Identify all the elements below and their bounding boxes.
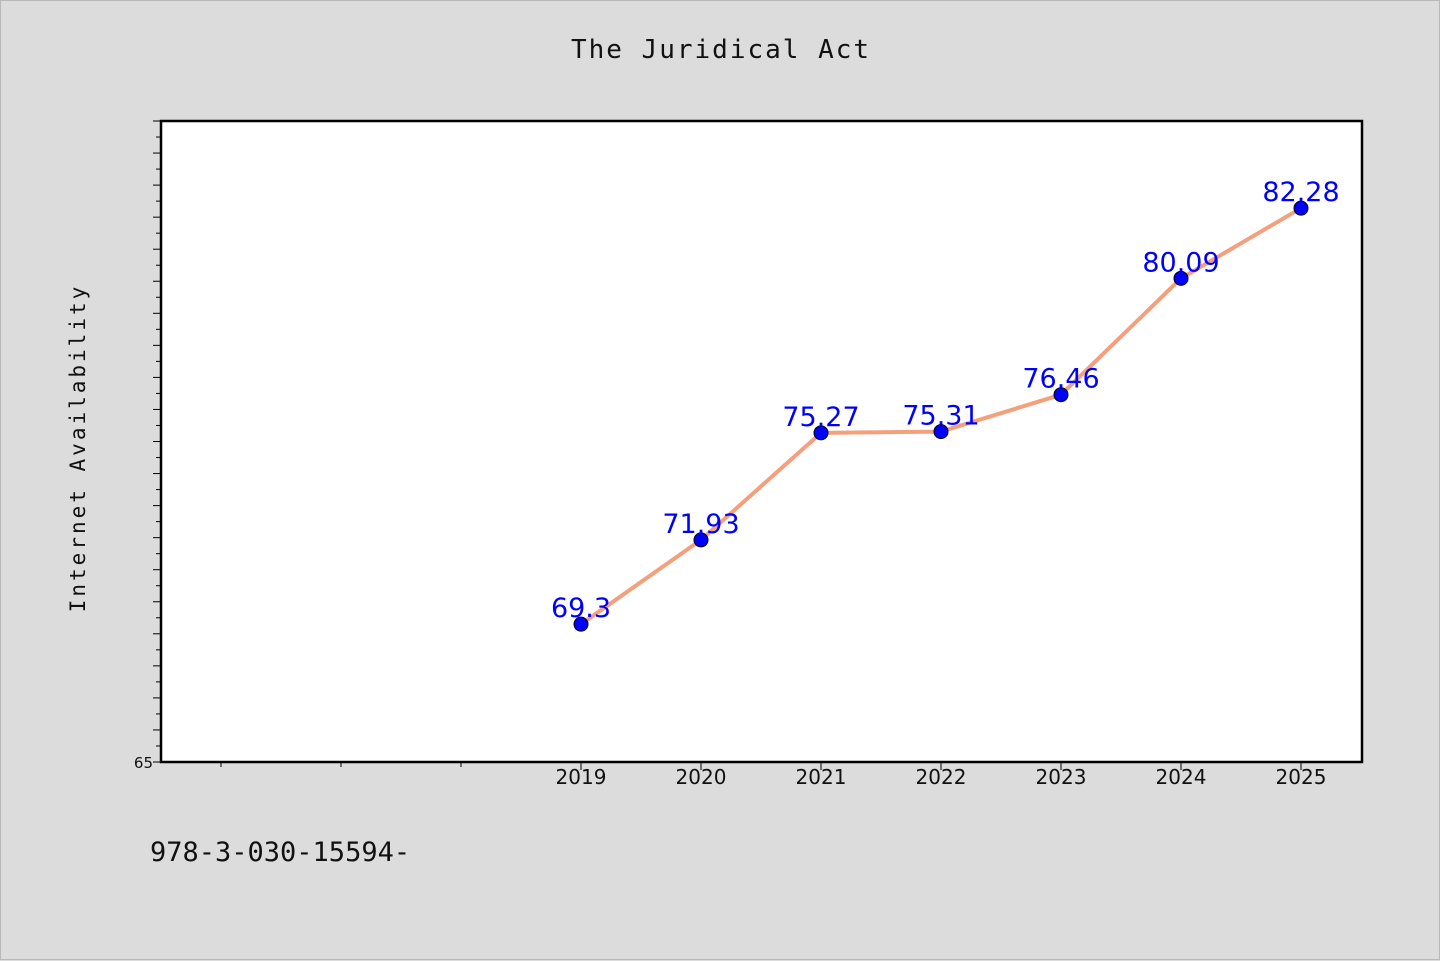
data-label: 76.46	[1022, 364, 1099, 395]
data-point	[1053, 387, 1069, 403]
data-label: 82.28	[1262, 177, 1339, 208]
x-tick-label: 2020	[676, 765, 727, 789]
data-point	[1173, 270, 1189, 286]
x-tick-label: 2023	[1036, 765, 1087, 789]
data-label: 80.09	[1142, 247, 1219, 278]
data-label: 75.27	[782, 402, 859, 433]
data-label: 71.93	[662, 509, 739, 540]
data-label: 69.3	[551, 593, 611, 624]
data-point	[1293, 200, 1309, 216]
x-tick-label: 2024	[1156, 765, 1207, 789]
plot-box	[159, 119, 1364, 764]
x-tick-label: 2019	[556, 765, 607, 789]
isbn-footnote: 978-3-030-15594-	[150, 837, 411, 868]
y-tick-label: 65	[134, 754, 153, 772]
x-tick-label: 2025	[1276, 765, 1327, 789]
chart-title: The Juridical Act	[570, 35, 872, 65]
x-tick-label: 2021	[796, 765, 847, 789]
x-tick-label: 2022	[916, 765, 967, 789]
data-label: 75.31	[902, 401, 979, 432]
data-point	[813, 425, 829, 441]
data-point	[693, 532, 709, 548]
data-point	[933, 424, 949, 440]
data-point	[573, 616, 589, 632]
